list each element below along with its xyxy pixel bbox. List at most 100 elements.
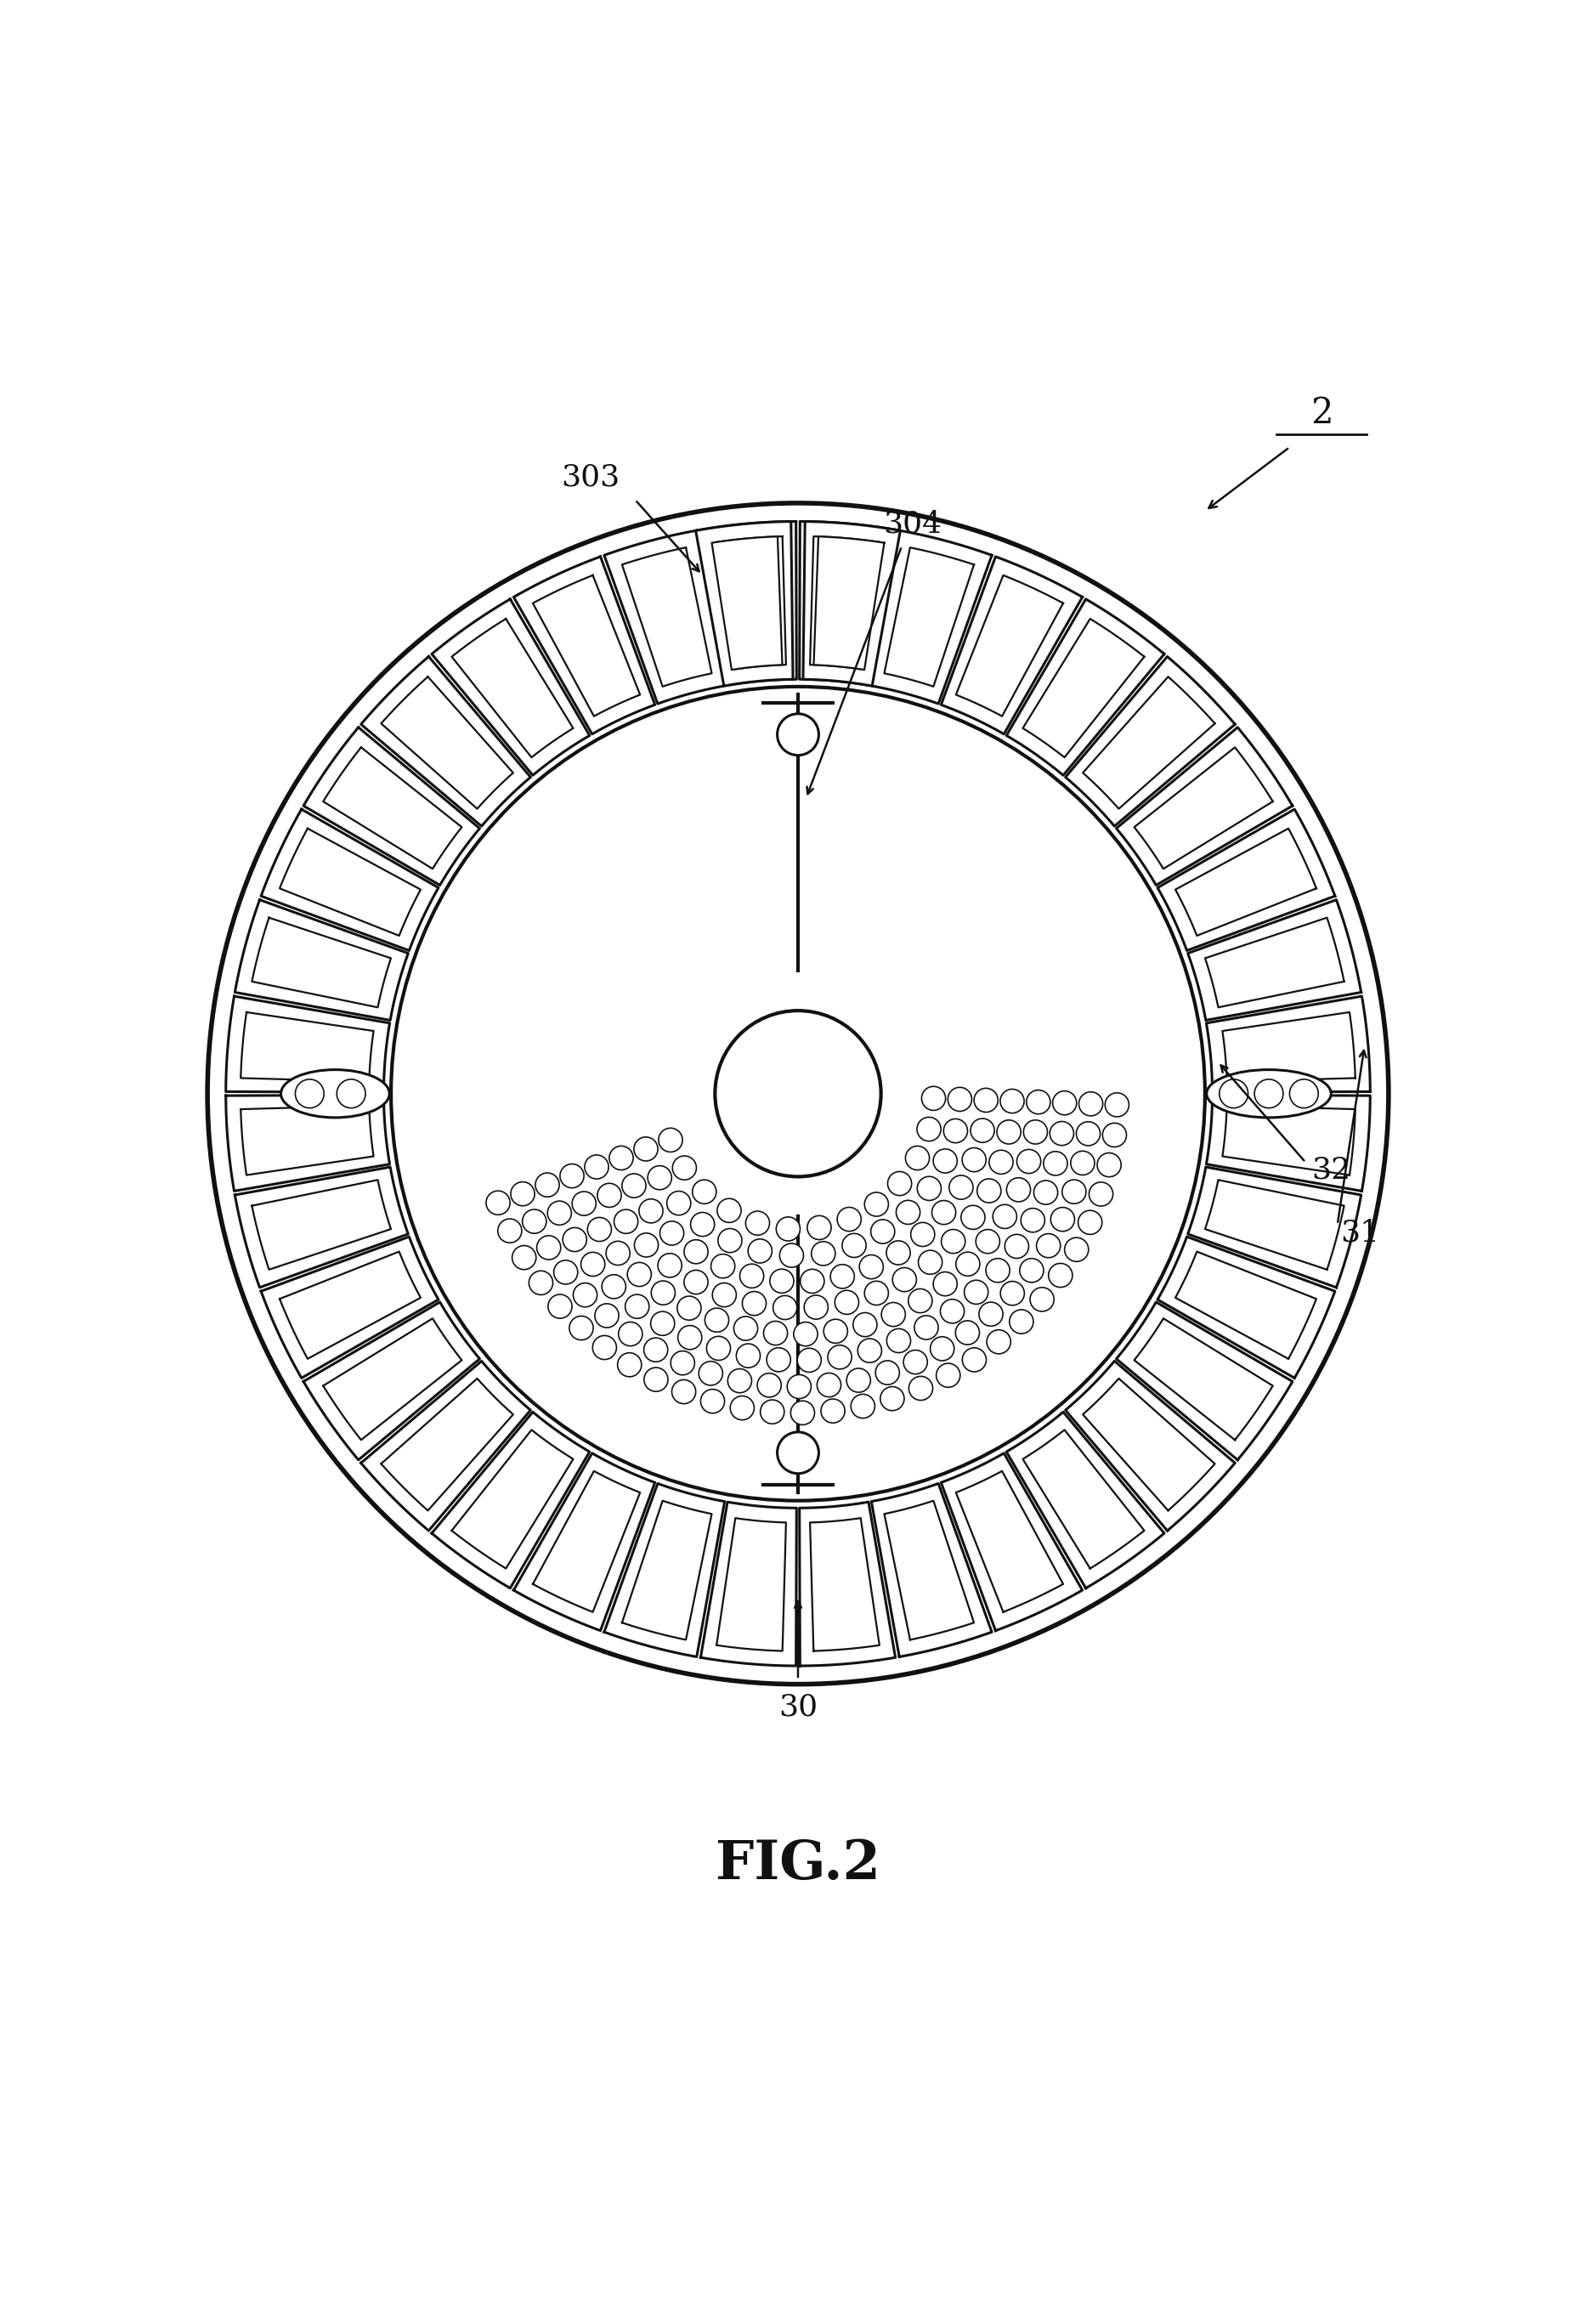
Circle shape bbox=[511, 1182, 535, 1205]
Circle shape bbox=[881, 1304, 905, 1327]
Circle shape bbox=[998, 1120, 1021, 1145]
Circle shape bbox=[824, 1320, 847, 1343]
Circle shape bbox=[1036, 1235, 1060, 1258]
Text: 2: 2 bbox=[1310, 395, 1333, 432]
Polygon shape bbox=[1007, 600, 1163, 775]
Text: 30: 30 bbox=[779, 1692, 817, 1722]
Polygon shape bbox=[811, 536, 879, 669]
Polygon shape bbox=[1187, 899, 1361, 1021]
Circle shape bbox=[606, 1241, 630, 1264]
Circle shape bbox=[685, 1239, 709, 1264]
Circle shape bbox=[1061, 1179, 1085, 1205]
Circle shape bbox=[846, 1368, 870, 1393]
Circle shape bbox=[986, 1329, 1010, 1354]
Circle shape bbox=[597, 1184, 621, 1207]
Polygon shape bbox=[1157, 1237, 1334, 1377]
Circle shape bbox=[1088, 1182, 1112, 1207]
Polygon shape bbox=[514, 1453, 654, 1630]
Circle shape bbox=[859, 1255, 883, 1278]
Circle shape bbox=[854, 1313, 878, 1336]
Circle shape bbox=[670, 1352, 694, 1375]
Circle shape bbox=[1017, 1150, 1041, 1172]
Polygon shape bbox=[871, 531, 991, 703]
Circle shape bbox=[886, 1241, 910, 1264]
Circle shape bbox=[921, 1087, 945, 1110]
Polygon shape bbox=[279, 1251, 421, 1359]
Circle shape bbox=[602, 1274, 626, 1299]
Polygon shape bbox=[717, 536, 785, 669]
Polygon shape bbox=[956, 575, 1063, 717]
Circle shape bbox=[820, 1400, 844, 1423]
Circle shape bbox=[498, 1218, 522, 1244]
Circle shape bbox=[811, 1241, 835, 1264]
Polygon shape bbox=[1023, 618, 1144, 756]
Circle shape bbox=[622, 1175, 646, 1198]
Polygon shape bbox=[800, 1501, 895, 1667]
Circle shape bbox=[627, 1262, 651, 1287]
Circle shape bbox=[571, 1191, 595, 1216]
Circle shape bbox=[592, 1336, 616, 1359]
Circle shape bbox=[838, 1207, 862, 1232]
Circle shape bbox=[793, 1322, 817, 1345]
Polygon shape bbox=[241, 1012, 373, 1081]
Circle shape bbox=[777, 1432, 819, 1474]
Circle shape bbox=[1076, 1122, 1100, 1145]
Polygon shape bbox=[361, 1361, 530, 1531]
Circle shape bbox=[707, 1336, 731, 1361]
Circle shape bbox=[830, 1264, 854, 1287]
Polygon shape bbox=[622, 1501, 712, 1639]
Circle shape bbox=[570, 1315, 594, 1340]
Circle shape bbox=[742, 1292, 766, 1315]
Circle shape bbox=[587, 1218, 611, 1241]
Polygon shape bbox=[811, 1517, 879, 1651]
Circle shape bbox=[701, 1389, 725, 1414]
Polygon shape bbox=[696, 522, 793, 685]
Circle shape bbox=[804, 1294, 828, 1320]
Circle shape bbox=[659, 1129, 683, 1152]
Circle shape bbox=[887, 1172, 911, 1195]
Polygon shape bbox=[452, 618, 573, 756]
Text: 304: 304 bbox=[884, 510, 942, 538]
Circle shape bbox=[911, 1223, 935, 1246]
Polygon shape bbox=[381, 1379, 514, 1510]
Ellipse shape bbox=[281, 1069, 389, 1117]
Circle shape bbox=[964, 1281, 988, 1304]
Circle shape bbox=[918, 1117, 942, 1140]
Circle shape bbox=[1050, 1207, 1074, 1232]
Circle shape bbox=[1053, 1092, 1077, 1115]
Circle shape bbox=[905, 1147, 929, 1170]
Circle shape bbox=[843, 1235, 867, 1258]
Circle shape bbox=[563, 1228, 587, 1251]
Circle shape bbox=[903, 1350, 927, 1375]
Polygon shape bbox=[1135, 747, 1274, 869]
Polygon shape bbox=[433, 600, 589, 775]
Polygon shape bbox=[712, 536, 782, 669]
Circle shape bbox=[648, 1166, 672, 1189]
Circle shape bbox=[685, 1269, 709, 1294]
Polygon shape bbox=[701, 1501, 796, 1667]
Circle shape bbox=[618, 1352, 642, 1377]
Circle shape bbox=[554, 1260, 578, 1285]
Circle shape bbox=[651, 1281, 675, 1306]
Circle shape bbox=[1005, 1235, 1029, 1258]
Circle shape bbox=[678, 1327, 702, 1350]
Circle shape bbox=[731, 1395, 755, 1421]
Circle shape bbox=[634, 1232, 658, 1258]
Circle shape bbox=[693, 1179, 717, 1205]
Circle shape bbox=[595, 1304, 619, 1327]
Polygon shape bbox=[227, 995, 389, 1092]
Polygon shape bbox=[701, 522, 796, 685]
Circle shape bbox=[672, 1156, 696, 1179]
Circle shape bbox=[779, 1244, 803, 1267]
Circle shape bbox=[1029, 1287, 1053, 1310]
Polygon shape bbox=[871, 1483, 991, 1658]
Circle shape bbox=[777, 713, 819, 756]
Polygon shape bbox=[322, 747, 461, 869]
Circle shape bbox=[790, 1400, 814, 1425]
Circle shape bbox=[749, 1239, 772, 1262]
Polygon shape bbox=[884, 547, 974, 687]
Circle shape bbox=[512, 1246, 536, 1269]
Polygon shape bbox=[322, 1317, 461, 1439]
Circle shape bbox=[741, 1264, 764, 1287]
Polygon shape bbox=[303, 1301, 480, 1460]
